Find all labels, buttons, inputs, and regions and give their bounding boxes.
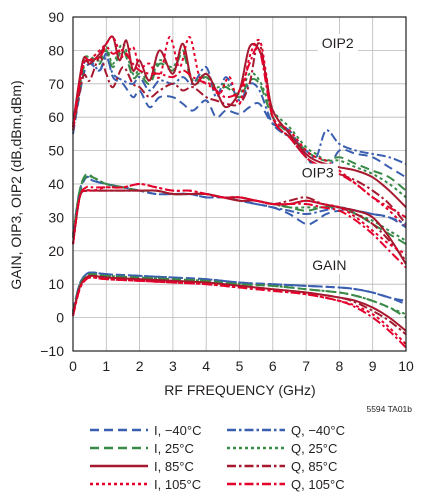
legend-item: Q, 105°C — [227, 477, 345, 492]
annotation-background — [308, 255, 351, 274]
annotation: OIP2 — [317, 34, 358, 53]
y-tick-label: −10 — [40, 343, 64, 359]
tick-labels: 0 1 2 3 4 5 6 7 8 9 10 −10 0 10 20 30 40 50 60 70 80 90 — [40, 9, 414, 374]
x-tick-label: 9 — [369, 358, 377, 374]
y-tick-label: 30 — [48, 209, 64, 225]
legend-label: I, 25°C — [154, 441, 194, 456]
x-tick-label: 3 — [169, 358, 177, 374]
legend-item: I, 105°C — [90, 477, 201, 492]
annotation: OIP3 — [297, 163, 338, 182]
series-line — [72, 183, 407, 269]
annotation-background — [297, 163, 338, 182]
series-line — [72, 273, 407, 316]
x-tick-label: 10 — [398, 358, 414, 374]
y-tick-label: 20 — [48, 243, 64, 259]
y-tick-label: 10 — [48, 276, 64, 292]
y-tick-label: 80 — [48, 42, 64, 58]
annotation: GAIN — [308, 255, 351, 274]
plot-frame — [72, 16, 407, 352]
x-tick-label: 0 — [69, 358, 77, 374]
y-tick-label: 50 — [48, 143, 64, 159]
annotation-background — [317, 34, 358, 53]
legend-item: I, 85°C — [90, 459, 194, 474]
annotations: OIP2 OIP3 GAIN — [297, 34, 358, 274]
series-line — [72, 35, 407, 209]
legend-item: Q, 85°C — [227, 459, 337, 474]
legend-item: Q, −40°C — [227, 423, 345, 438]
legend-label: Q, 85°C — [291, 459, 337, 474]
y-tick-label: 60 — [48, 109, 64, 125]
x-tick-label: 5 — [236, 358, 244, 374]
legend-label: I, 105°C — [154, 477, 201, 492]
legend-label: Q, 25°C — [291, 441, 337, 456]
x-axis-title: RF FREQUENCY (GHz) — [164, 382, 315, 398]
series-line — [72, 276, 407, 349]
x-tick-label: 7 — [302, 358, 310, 374]
legend: I, −40°C Q, −40°C I, 25°C Q, 25°C I, 85°C Q, … — [90, 423, 345, 492]
legend-label: Q, 105°C — [291, 477, 345, 492]
series-line — [72, 271, 407, 312]
legend-label: Q, −40°C — [291, 423, 345, 438]
annotation-label: GAIN — [312, 257, 346, 273]
legend-item: Q, 25°C — [227, 441, 337, 456]
legend-item: I, −40°C — [90, 423, 201, 438]
x-tick-label: 6 — [269, 358, 277, 374]
series-line — [72, 274, 407, 336]
y-tick-label: 90 — [48, 9, 64, 25]
y-axis-title: GAIN, OIP3, OIP2 (dB,dBm,dBm) — [8, 80, 24, 289]
legend-label: I, 85°C — [154, 459, 194, 474]
series-line — [72, 46, 407, 219]
figure-reference: 5594 TA01b — [366, 404, 412, 414]
x-tick-label: 8 — [336, 358, 344, 374]
annotation-label: OIP2 — [322, 35, 354, 51]
series-line — [72, 56, 407, 165]
x-tick-label: 1 — [102, 358, 110, 374]
y-tick-label: 0 — [56, 310, 64, 326]
legend-item: I, 25°C — [90, 441, 194, 456]
y-tick-label: 40 — [48, 176, 64, 192]
legend-label: I, −40°C — [154, 423, 201, 438]
annotation-label: OIP3 — [302, 165, 334, 181]
x-tick-label: 2 — [136, 358, 144, 374]
y-tick-label: 70 — [48, 76, 64, 92]
x-tick-label: 4 — [202, 358, 210, 374]
series-line — [72, 52, 407, 179]
